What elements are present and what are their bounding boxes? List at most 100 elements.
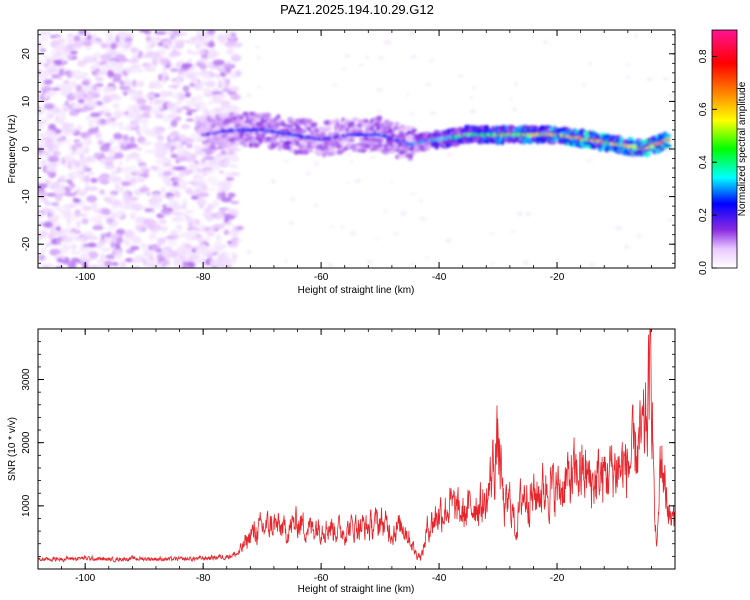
heatmap-speckle: [174, 140, 182, 149]
heatmap-speckle: [637, 233, 641, 239]
heatmap-speckle: [204, 247, 209, 253]
heatmap-speckle: [187, 58, 193, 64]
heatmap-speckle: [230, 200, 240, 205]
heatmap-speckle: [171, 145, 176, 151]
heatmap-speckle: [349, 159, 353, 165]
heatmap-speckle: [103, 86, 111, 94]
spectrogram-xtick-label: -60: [314, 272, 329, 283]
heatmap-speckle: [136, 69, 143, 73]
heatmap-speckle: [92, 83, 98, 92]
heatmap-speckle: [177, 99, 183, 105]
heatmap-speckle: [57, 179, 63, 182]
heatmap-speckle: [192, 167, 198, 175]
heatmap-speckle: [231, 225, 238, 229]
heatmap-speckle: [83, 165, 88, 170]
heatmap-speckle: [94, 126, 99, 133]
heatmap-speckle: [134, 94, 144, 100]
heatmap-speckle: [149, 128, 157, 133]
heatmap-speckle: [43, 103, 55, 110]
heatmap-speckle: [43, 221, 53, 228]
spectrogram-ytick-label: -20: [21, 237, 32, 252]
heatmap-speckle: [160, 225, 168, 232]
heatmap-speckle: [588, 62, 593, 66]
heatmap-speckle: [230, 251, 237, 256]
heatmap-ridge-cell: [219, 114, 227, 118]
heatmap-speckle: [136, 158, 143, 163]
heatmap-speckle: [42, 116, 52, 121]
heatmap-speckle: [99, 189, 105, 195]
heatmap-ridge-cell: [385, 125, 393, 130]
heatmap-speckle: [180, 249, 186, 256]
heatmap-ridge-cell: [270, 119, 275, 124]
heatmap-ridge-cell: [227, 144, 231, 150]
heatmap-speckle: [177, 93, 186, 102]
heatmap-speckle: [159, 90, 168, 98]
heatmap-speckle: [283, 159, 290, 163]
heatmap-speckle: [114, 205, 119, 210]
heatmap-ridge-cell: [618, 137, 624, 140]
heatmap-speckle: [57, 38, 66, 43]
heatmap-speckle: [202, 72, 211, 80]
heatmap-speckle: [122, 191, 131, 198]
heatmap-speckle: [219, 170, 224, 174]
heatmap-speckle: [410, 111, 414, 117]
heatmap-speckle: [78, 157, 87, 165]
heatmap-speckle: [164, 236, 176, 240]
heatmap-speckle: [161, 250, 172, 257]
heatmap-ridge-cell: [307, 148, 314, 153]
heatmap-speckle: [80, 132, 87, 138]
heatmap-speckle: [230, 32, 237, 37]
heatmap-speckle: [136, 132, 142, 136]
heatmap-speckle: [156, 167, 167, 171]
heatmap-speckle: [186, 109, 198, 113]
heatmap-speckle: [122, 134, 129, 142]
heatmap-speckle: [223, 229, 229, 236]
heatmap-speckle: [103, 161, 115, 166]
heatmap-speckle: [107, 175, 120, 182]
heatmap-speckle: [344, 53, 351, 59]
heatmap-speckle: [45, 166, 58, 173]
heatmap-speckle: [56, 239, 62, 246]
heatmap-speckle: [152, 59, 157, 67]
heatmap-speckle: [228, 242, 239, 248]
heatmap-speckle: [166, 239, 178, 247]
heatmap-speckle: [469, 96, 474, 100]
heatmap-speckle: [66, 226, 74, 231]
heatmap-speckle: [74, 190, 79, 194]
heatmap-speckle: [161, 157, 170, 164]
heatmap-speckle: [211, 212, 218, 218]
heatmap-speckle: [39, 191, 48, 197]
heatmap-speckle: [375, 237, 379, 241]
heatmap-speckle: [184, 210, 194, 214]
heatmap-speckle: [419, 199, 423, 203]
heatmap-speckle: [176, 61, 181, 68]
heatmap-speckle: [132, 170, 142, 175]
heatmap-speckle: [98, 239, 106, 247]
heatmap-speckle: [125, 173, 130, 181]
heatmap-speckle: [67, 82, 76, 90]
heatmap-speckle: [104, 157, 115, 161]
heatmap-speckle: [64, 209, 73, 216]
heatmap-speckle: [136, 147, 143, 151]
heatmap-speckle: [211, 164, 222, 171]
heatmap-speckle: [43, 92, 48, 99]
heatmap-speckle: [73, 198, 81, 204]
heatmap-speckle: [188, 51, 200, 55]
heatmap-speckle: [150, 55, 162, 60]
heatmap-speckle: [615, 225, 622, 231]
heatmap-speckle: [134, 221, 140, 225]
heatmap-speckle: [146, 262, 158, 268]
heatmap-speckle: [51, 87, 61, 91]
heatmap-speckle: [185, 118, 194, 122]
heatmap-speckle: [95, 60, 101, 68]
heatmap-speckle: [154, 52, 161, 57]
heatmap-speckle: [100, 233, 109, 238]
heatmap-speckle: [87, 186, 99, 191]
heatmap-speckle: [81, 205, 93, 212]
heatmap-speckle: [60, 228, 69, 235]
heatmap-speckle: [90, 64, 97, 72]
heatmap-speckle: [125, 240, 130, 245]
heatmap-speckle: [221, 88, 231, 93]
heatmap-speckle: [170, 229, 178, 235]
heatmap-speckle: [119, 122, 124, 126]
